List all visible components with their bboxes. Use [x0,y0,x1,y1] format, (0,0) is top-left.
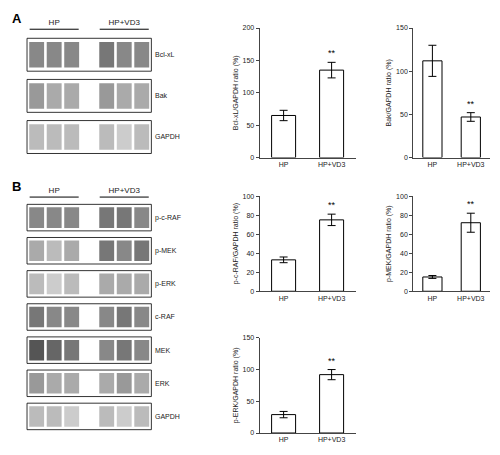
svg-text:60: 60 [246,231,254,238]
svg-text:100: 100 [396,68,408,75]
svg-text:150: 150 [243,57,255,64]
svg-text:80: 80 [400,212,408,219]
svg-text:150: 150 [396,24,408,31]
svg-text:HP: HP [279,436,289,443]
svg-text:0: 0 [404,288,408,295]
svg-text:0: 0 [250,288,254,295]
svg-text:HP+VD3: HP+VD3 [318,295,346,302]
svg-text:HP: HP [428,295,438,302]
svg-text:0: 0 [250,429,254,436]
svg-text:**: ** [467,199,475,209]
svg-text:p-MEK/GAPDH ratio (%): p-MEK/GAPDH ratio (%) [385,205,393,282]
svg-text:c-RAF: c-RAF [155,313,175,320]
svg-text:100: 100 [243,89,255,96]
svg-text:80: 80 [246,212,254,219]
svg-text:**: ** [328,200,336,210]
svg-text:100: 100 [243,193,255,200]
svg-text:p-ERK/GAPDH ratio (%): p-ERK/GAPDH ratio (%) [232,347,240,423]
svg-text:HP: HP [279,161,289,168]
svg-text:HP+VD3: HP+VD3 [109,186,141,195]
svg-text:40: 40 [400,250,408,257]
svg-text:Bak: Bak [155,92,168,99]
svg-text:p-c-RAF/GAPDH ratio (%): p-c-RAF/GAPDH ratio (%) [232,203,240,284]
svg-text:**: ** [328,356,336,366]
svg-text:20: 20 [400,269,408,276]
svg-text:HP+VD3: HP+VD3 [109,18,141,27]
svg-text:50: 50 [246,122,254,129]
svg-text:100: 100 [243,366,255,373]
svg-text:HP+VD3: HP+VD3 [457,161,485,168]
svg-text:p-MEK: p-MEK [155,247,177,255]
svg-text:p-c-RAF: p-c-RAF [155,214,181,222]
svg-text:Bak/GAPDH ratio (%): Bak/GAPDH ratio (%) [385,59,393,126]
svg-text:60: 60 [400,231,408,238]
svg-text:Bcl-xL: Bcl-xL [155,51,175,58]
svg-text:HP+VD3: HP+VD3 [318,161,346,168]
svg-text:0: 0 [250,154,254,161]
svg-text:GAPDH: GAPDH [155,133,180,140]
svg-text:HP: HP [49,186,60,195]
svg-text:100: 100 [396,193,408,200]
svg-text:A: A [12,11,22,26]
svg-text:Bcl-xL/GAPDH ratio (%): Bcl-xL/GAPDH ratio (%) [232,55,240,130]
svg-text:HP: HP [49,18,60,27]
svg-text:MEK: MEK [155,347,171,354]
svg-text:40: 40 [246,250,254,257]
svg-text:150: 150 [243,334,255,341]
svg-text:20: 20 [246,269,254,276]
svg-text:HP+VD3: HP+VD3 [318,436,346,443]
svg-text:**: ** [467,99,475,109]
svg-text:ERK: ERK [155,380,170,387]
svg-text:50: 50 [400,111,408,118]
svg-text:200: 200 [243,24,255,31]
svg-text:GAPDH: GAPDH [155,413,180,420]
svg-text:HP: HP [279,295,289,302]
svg-text:HP+VD3: HP+VD3 [457,295,485,302]
svg-text:HP: HP [428,161,438,168]
svg-text:**: ** [328,48,336,58]
svg-text:0: 0 [404,154,408,161]
svg-text:p-ERK: p-ERK [155,280,176,288]
svg-text:B: B [12,179,21,194]
svg-text:50: 50 [246,398,254,405]
